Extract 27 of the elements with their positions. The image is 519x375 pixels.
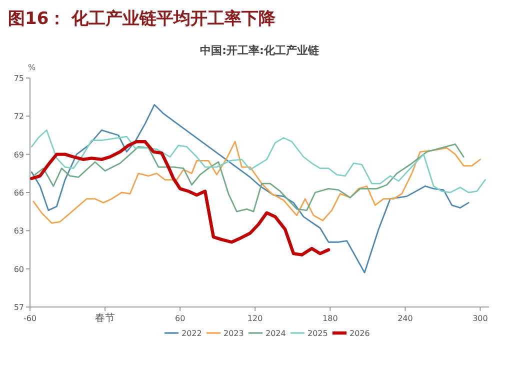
x-tick-label: 120 [247,314,263,323]
legend-label: 2025 [308,329,328,338]
line-series [32,140,481,224]
y-tick-label: 75 [14,74,24,83]
legend-label: 2026 [350,329,370,338]
line-series [30,140,330,256]
x-tick-label: 春节 [95,312,116,324]
y-tick-label: 72 [14,112,24,122]
x-tick-label: 60 [174,314,186,323]
y-axis-title: % [28,63,36,72]
y-tick-label: 60 [14,264,24,274]
legend-label: 2022 [182,329,202,338]
y-tick-label: 63 [14,226,24,236]
y-tick-label: 69 [14,150,24,160]
legend-label: 2024 [266,329,286,338]
x-tick-label: 240 [398,314,413,323]
line-series [30,129,486,194]
line-series [30,104,470,274]
y-tick-label: 66 [14,188,24,198]
chart-subtitle: 中国:开工率:化工产业链 [200,44,320,57]
x-tick-label: -60 [23,314,37,323]
x-tick-label: 300 [472,314,488,323]
y-tick-label: 57 [14,303,24,312]
legend-label: 2023 [224,329,244,338]
x-tick-label: 180 [322,314,338,323]
line-series [34,143,464,212]
chart-title: 图16： 化工产业链平均开工率下降 [8,9,277,29]
